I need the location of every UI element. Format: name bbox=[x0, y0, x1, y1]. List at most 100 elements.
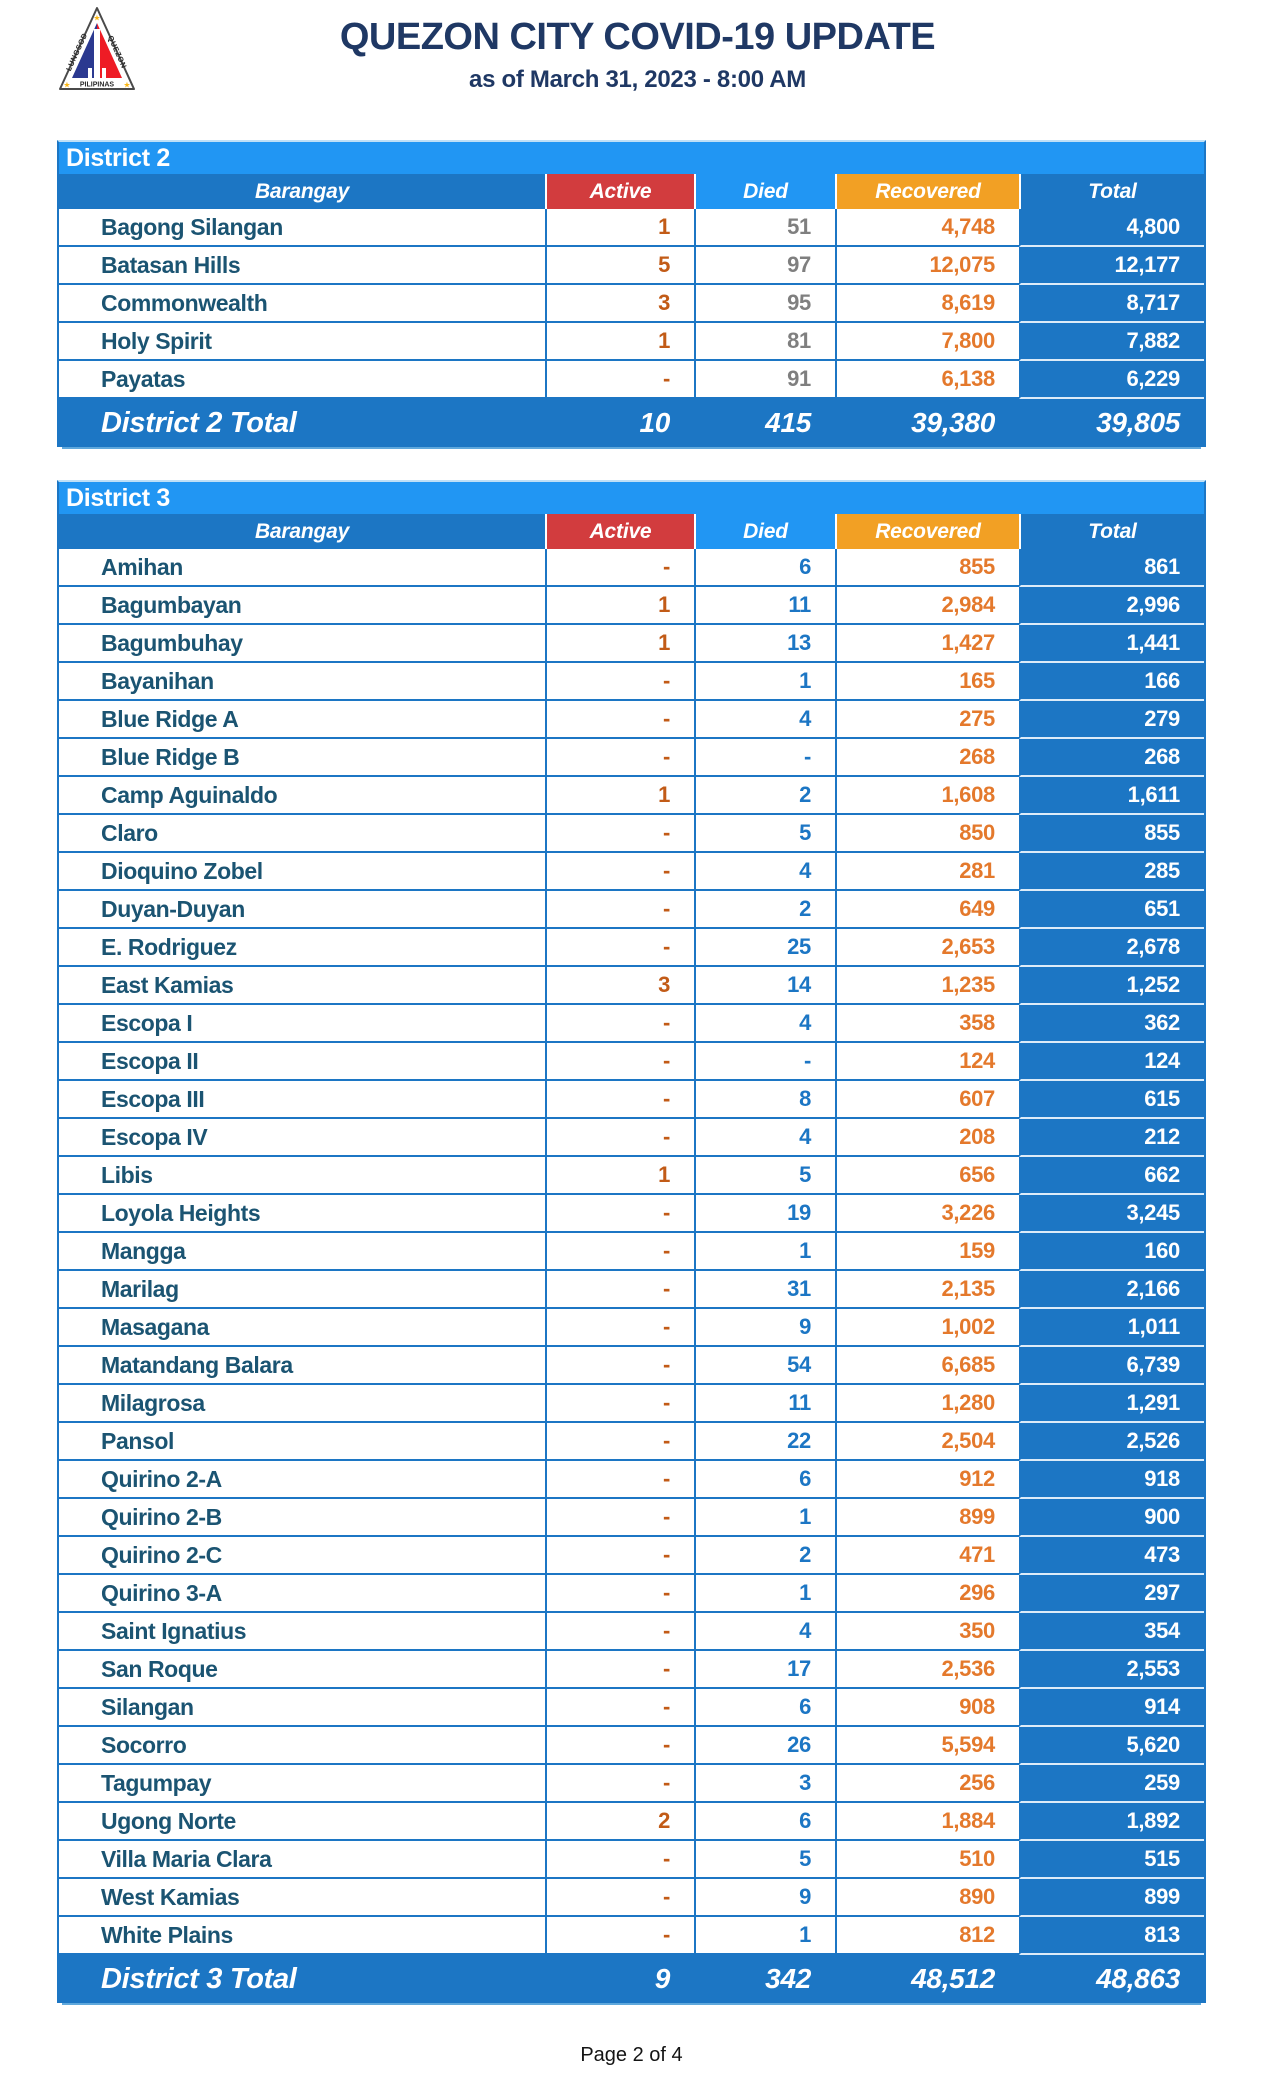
total-value: 2,526 bbox=[1019, 1423, 1204, 1461]
died-value: 1 bbox=[694, 663, 835, 701]
column-header-barangay: Barangay bbox=[59, 174, 545, 209]
active-value: - bbox=[545, 1765, 694, 1803]
table-row: Blue Ridge A -4 275 279 bbox=[59, 701, 1204, 739]
district-table-3: District 3 Barangay Active Died Recovere… bbox=[57, 480, 1206, 2003]
active-value: 3 bbox=[545, 967, 694, 1005]
died-value: 95 bbox=[694, 285, 835, 323]
active-value: 1 bbox=[545, 209, 694, 247]
died-value: 22 bbox=[694, 1423, 835, 1461]
recovered-value: 1,280 bbox=[835, 1385, 1019, 1423]
table-row: E. Rodriguez -25 2,653 2,678 bbox=[59, 929, 1204, 967]
died-value: - bbox=[694, 739, 835, 777]
table-row: Saint Ignatius -4 350 354 bbox=[59, 1613, 1204, 1651]
column-header-recovered: Recovered bbox=[835, 514, 1019, 549]
total-value: 160 bbox=[1019, 1233, 1204, 1271]
died-value: 1 bbox=[694, 1917, 835, 1955]
table-row: Pansol -22 2,504 2,526 bbox=[59, 1423, 1204, 1461]
recovered-value: 2,504 bbox=[835, 1423, 1019, 1461]
table-body: Bagong Silangan 1 51 4,748 4,800 Batasan Hill… bbox=[59, 209, 1204, 399]
recovered-value: 812 bbox=[835, 1917, 1019, 1955]
recovered-value: 908 bbox=[835, 1689, 1019, 1727]
barangay-name: Payatas bbox=[59, 361, 545, 399]
total-value: 354 bbox=[1019, 1613, 1204, 1651]
barangay-name: Escopa II bbox=[59, 1043, 545, 1081]
active-value: - bbox=[545, 1385, 694, 1423]
barangay-name: Mangga bbox=[59, 1233, 545, 1271]
barangay-name: Pansol bbox=[59, 1423, 545, 1461]
recovered-value: 296 bbox=[835, 1575, 1019, 1613]
table-row: Blue Ridge B - -268 268 bbox=[59, 739, 1204, 777]
died-value: 25 bbox=[694, 929, 835, 967]
barangay-name: East Kamias bbox=[59, 967, 545, 1005]
recovered-value: 358 bbox=[835, 1005, 1019, 1043]
table-row: Quirino 2-A -6 912 918 bbox=[59, 1461, 1204, 1499]
total-value: 900 bbox=[1019, 1499, 1204, 1537]
total-value: 2,166 bbox=[1019, 1271, 1204, 1309]
active-value: - bbox=[545, 1461, 694, 1499]
page-title: QUEZON CITY COVID-19 UPDATE bbox=[339, 16, 936, 58]
column-header-total: Total bbox=[1019, 174, 1204, 209]
barangay-name: Milagrosa bbox=[59, 1385, 545, 1423]
barangay-name: Silangan bbox=[59, 1689, 545, 1727]
column-header-total: Total bbox=[1019, 514, 1204, 549]
recovered-value: 8,619 bbox=[835, 285, 1019, 323]
barangay-name: Holy Spirit bbox=[59, 323, 545, 361]
barangay-name: Bagumbayan bbox=[59, 587, 545, 625]
died-value: 6 bbox=[694, 1461, 835, 1499]
table-row: Quirino 2-C -2 471 473 bbox=[59, 1537, 1204, 1575]
barangay-name: Quirino 2-B bbox=[59, 1499, 545, 1537]
active-value: - bbox=[545, 701, 694, 739]
active-value: - bbox=[545, 929, 694, 967]
table-row: Loyola Heights -19 3,226 3,245 bbox=[59, 1195, 1204, 1233]
table-row: Holy Spirit 1 81 7,800 7,882 bbox=[59, 323, 1204, 361]
active-value: 1 bbox=[545, 625, 694, 663]
table-row: Bagumbuhay 1 13 1,427 1,441 bbox=[59, 625, 1204, 663]
total-value: 615 bbox=[1019, 1081, 1204, 1119]
table-row: Escopa I -4 358 362 bbox=[59, 1005, 1204, 1043]
total-value: 6,739 bbox=[1019, 1347, 1204, 1385]
table-row: Milagrosa -11 1,280 1,291 bbox=[59, 1385, 1204, 1423]
star-icon: ★ bbox=[63, 81, 70, 90]
total-value: 12,177 bbox=[1019, 247, 1204, 285]
table-row: Villa Maria Clara -5 510 515 bbox=[59, 1841, 1204, 1879]
total-value: 6,229 bbox=[1019, 361, 1204, 399]
total-value: 7,882 bbox=[1019, 323, 1204, 361]
barangay-name: Libis bbox=[59, 1157, 545, 1195]
died-value: 4 bbox=[694, 701, 835, 739]
recovered-value: 7,800 bbox=[835, 323, 1019, 361]
total-value: 2,553 bbox=[1019, 1651, 1204, 1689]
died-value: 1 bbox=[694, 1575, 835, 1613]
column-header-active: Active bbox=[545, 174, 694, 209]
recovered-value: 350 bbox=[835, 1613, 1019, 1651]
column-header-died: Died bbox=[694, 174, 835, 209]
barangay-name: Blue Ridge A bbox=[59, 701, 545, 739]
table-row: Quirino 2-B -1 899 900 bbox=[59, 1499, 1204, 1537]
active-value: - bbox=[545, 1879, 694, 1917]
died-value: 1 bbox=[694, 1233, 835, 1271]
active-value: - bbox=[545, 739, 694, 777]
total-value: 1,291 bbox=[1019, 1385, 1204, 1423]
recovered-value: 2,135 bbox=[835, 1271, 1019, 1309]
district-total-row: District 2 Total 10 415 39,380 39,805 bbox=[59, 399, 1204, 447]
page-number: Page 2 of 4 bbox=[580, 2044, 683, 2066]
died-value: 17 bbox=[694, 1651, 835, 1689]
table-row: Mangga -1 159 160 bbox=[59, 1233, 1204, 1271]
district-total-recovered: 39,380 bbox=[911, 407, 995, 438]
active-value: - bbox=[545, 361, 694, 399]
barangay-name: San Roque bbox=[59, 1651, 545, 1689]
barangay-name: E. Rodriguez bbox=[59, 929, 545, 967]
barangay-name: Dioquino Zobel bbox=[59, 853, 545, 891]
table-row: San Roque -17 2,536 2,553 bbox=[59, 1651, 1204, 1689]
total-value: 1,611 bbox=[1019, 777, 1204, 815]
district-total-died: 342 bbox=[765, 1963, 811, 1994]
barangay-name: Claro bbox=[59, 815, 545, 853]
column-header-died: Died bbox=[694, 514, 835, 549]
barangay-name: Duyan-Duyan bbox=[59, 891, 545, 929]
barangay-name: Villa Maria Clara bbox=[59, 1841, 545, 1879]
column-header-recovered: Recovered bbox=[835, 174, 1019, 209]
table-row: Escopa II - -124 124 bbox=[59, 1043, 1204, 1081]
district-band: District 2 bbox=[59, 142, 1204, 174]
died-value: 2 bbox=[694, 891, 835, 929]
table-row: Bagumbayan 1 11 2,984 2,996 bbox=[59, 587, 1204, 625]
